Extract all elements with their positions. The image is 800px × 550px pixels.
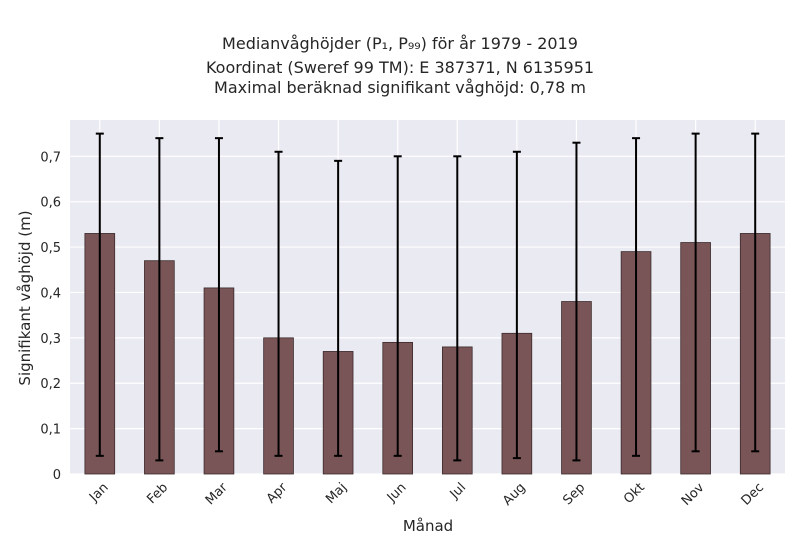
errorbar-dec bbox=[751, 132, 760, 453]
y-tick-label: 0,7 bbox=[40, 150, 61, 165]
x-tick-label: Feb bbox=[144, 480, 171, 507]
errorbar-jun bbox=[393, 155, 402, 457]
y-tick-label: 0,2 bbox=[40, 377, 61, 392]
y-tick-label: 0,3 bbox=[40, 332, 61, 347]
x-tick-label: Dec bbox=[739, 480, 767, 508]
chart-title-line-1: Medianvåghöjder (P₁, P₉₉) för år 1979 - … bbox=[222, 34, 578, 53]
y-tick-label: 0,5 bbox=[40, 241, 61, 256]
errorbar-mar bbox=[214, 137, 223, 453]
x-tick-label: Jul bbox=[447, 480, 469, 502]
y-tick-label: 0 bbox=[53, 468, 61, 483]
x-tick-label: Nov bbox=[679, 480, 708, 509]
y-axis-label: Signifikant våghöjd (m) bbox=[16, 210, 34, 385]
errorbar-maj bbox=[334, 159, 343, 457]
y-tick-label: 0,6 bbox=[40, 196, 61, 211]
chart-title-line-2: Koordinat (Sweref 99 TM): E 387371, N 61… bbox=[205, 58, 595, 77]
x-tick-label: Mar bbox=[203, 480, 231, 508]
x-tick-label: Sep bbox=[560, 480, 588, 508]
plot-area bbox=[70, 120, 785, 474]
errorbar-nov bbox=[691, 132, 700, 453]
x-axis-label: Månad bbox=[403, 517, 453, 535]
x-tick-label: Aug bbox=[500, 480, 529, 509]
x-tick-label: Jan bbox=[86, 480, 111, 505]
x-tick-label: Okt bbox=[621, 480, 648, 507]
errorbar-okt bbox=[632, 137, 641, 457]
x-tick-label: Apr bbox=[264, 480, 291, 507]
x-tick-label: Jun bbox=[384, 480, 410, 506]
errorbar-jan bbox=[95, 132, 104, 457]
x-tick-label: Maj bbox=[323, 480, 350, 507]
errorbar-feb bbox=[155, 137, 164, 462]
y-axis-ticks: 0 0,1 0,2 0,3 0,4 0,5 0,6 0,7 bbox=[40, 150, 61, 483]
errorbar-sep bbox=[572, 141, 581, 462]
error-bars bbox=[95, 132, 760, 462]
errorbar-aug bbox=[512, 150, 521, 460]
y-tick-label: 0,1 bbox=[40, 423, 61, 438]
y-tick-label: 0,4 bbox=[40, 286, 61, 301]
x-axis-ticks: Jan Feb Mar Apr Maj Jun Jul Aug Sep Okt Nov Dec bbox=[86, 480, 767, 509]
errorbar-jul bbox=[453, 155, 462, 462]
chart-title-line-3: Maximal beräknad signifikant våghöjd: 0,… bbox=[214, 78, 586, 97]
errorbar-apr bbox=[274, 150, 283, 457]
